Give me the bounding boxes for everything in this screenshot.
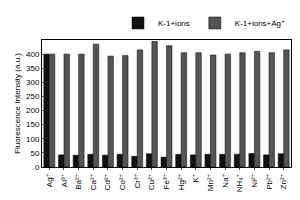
svg-text:Hg²⁺: Hg²⁺ (177, 173, 186, 190)
svg-text:Ca²⁺: Ca²⁺ (89, 173, 98, 190)
svg-text:50: 50 (30, 149, 39, 158)
svg-text:350: 350 (26, 64, 40, 73)
svg-text:Na⁺: Na⁺ (221, 173, 230, 187)
svg-text:K⁺: K⁺ (191, 173, 200, 183)
svg-text:Cd²⁺: Cd²⁺ (104, 173, 113, 190)
svg-text:Cr³⁺: Cr³⁺ (133, 173, 142, 188)
svg-text:K-1+ions+Ag⁺: K-1+ions+Ag⁺ (235, 19, 285, 28)
svg-text:400: 400 (26, 50, 40, 59)
svg-text:Zn²⁺: Zn²⁺ (279, 173, 288, 189)
svg-text:Mn²⁺: Mn²⁺ (206, 173, 215, 191)
svg-text:K-1+ions: K-1+ions (158, 19, 190, 28)
svg-text:Co²⁺: Co²⁺ (118, 173, 127, 190)
svg-text:Cu²⁺: Cu²⁺ (147, 173, 156, 190)
svg-text:150: 150 (26, 120, 40, 129)
svg-text:Al³⁺: Al³⁺ (60, 173, 69, 187)
svg-text:Ni²⁺: Ni²⁺ (250, 173, 259, 187)
svg-text:Ba²⁺: Ba²⁺ (74, 173, 83, 190)
svg-text:300: 300 (26, 78, 40, 87)
svg-text:0: 0 (35, 163, 40, 172)
svg-text:250: 250 (26, 92, 40, 101)
svg-text:Ag⁺: Ag⁺ (45, 173, 54, 187)
svg-text:Pb²⁺: Pb²⁺ (265, 173, 274, 190)
svg-text:NH₄⁺: NH₄⁺ (235, 173, 244, 192)
svg-text:200: 200 (26, 106, 40, 115)
svg-text:100: 100 (26, 135, 40, 144)
svg-text:Fe³⁺: Fe³⁺ (162, 173, 171, 189)
svg-text:Fluorescence Intensity (a.u.): Fluorescence Intensity (a.u.) (13, 53, 22, 154)
